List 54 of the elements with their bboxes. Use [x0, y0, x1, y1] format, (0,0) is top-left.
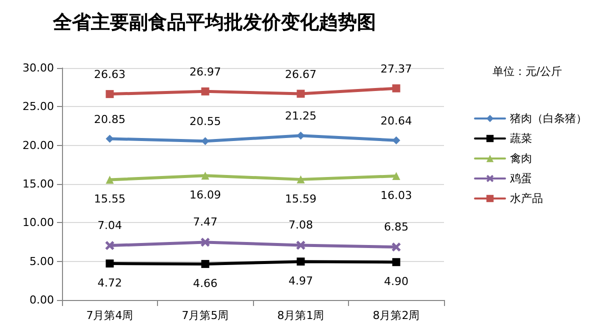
data-label: 6.85 — [384, 220, 408, 234]
y-tick-label: 0.00 — [30, 294, 54, 306]
data-label: 26.67 — [285, 68, 316, 81]
data-label: 4.72 — [98, 276, 122, 290]
legend-label: 猪肉（白条猪） — [510, 112, 587, 125]
point — [106, 176, 114, 184]
text: 单位：元/公斤 — [492, 65, 562, 78]
data-label: 20.85 — [94, 112, 126, 126]
legend-label: 水产品 — [510, 192, 543, 205]
point — [201, 260, 210, 268]
data-label: 15.55 — [94, 192, 126, 206]
data-label: 27.37 — [380, 62, 412, 76]
x-tick-label: 7月第5周 — [182, 309, 229, 322]
data-label: 4.66 — [193, 276, 218, 290]
point — [106, 260, 114, 268]
data-label: 20.55 — [190, 115, 221, 128]
x-tick-label: 8月第2周 — [372, 309, 420, 322]
data-label: 26.63 — [94, 68, 126, 82]
data-label: 16.03 — [380, 189, 412, 202]
y-tick-label: 15.00 — [22, 178, 54, 190]
data-label: 7.04 — [98, 219, 122, 232]
y-tick-label: 10.00 — [22, 216, 54, 230]
point — [392, 84, 400, 92]
data-label: 7.08 — [288, 218, 313, 232]
x-tick-label: 8月第1周 — [277, 309, 324, 322]
point — [392, 172, 400, 180]
y-tick-label: 25.00 — [22, 100, 54, 114]
point — [392, 242, 401, 252]
point — [105, 241, 114, 250]
data-label: 4.90 — [384, 275, 408, 288]
y-tick-label: 20.00 — [22, 138, 54, 152]
x-tick-label: 7月第4周 — [86, 309, 134, 322]
data-label: 20.64 — [380, 114, 412, 128]
data-label: 15.59 — [285, 192, 316, 206]
point — [201, 87, 210, 96]
data-label: 26.97 — [190, 65, 221, 78]
point — [296, 240, 306, 250]
y-tick-label: 5.00 — [30, 254, 54, 268]
legend-label: 蔬菜 — [510, 132, 532, 145]
data-label: 4.97 — [288, 274, 313, 288]
y-tick-label: 30.00 — [22, 62, 54, 74]
point — [392, 258, 400, 266]
point — [201, 172, 210, 180]
legend-label: 禽肉 — [510, 152, 532, 165]
data-label: 16.09 — [190, 188, 221, 202]
point — [296, 90, 305, 98]
point — [106, 90, 114, 98]
chart-title: 全省主要副食品平均批发价变化趋势图 — [52, 12, 376, 34]
point — [296, 175, 305, 184]
legend-label: 鸡蛋 — [509, 172, 532, 185]
point — [296, 258, 305, 266]
point — [200, 238, 210, 247]
data-label: 21.25 — [285, 110, 316, 123]
data-label: 7.47 — [193, 216, 218, 229]
